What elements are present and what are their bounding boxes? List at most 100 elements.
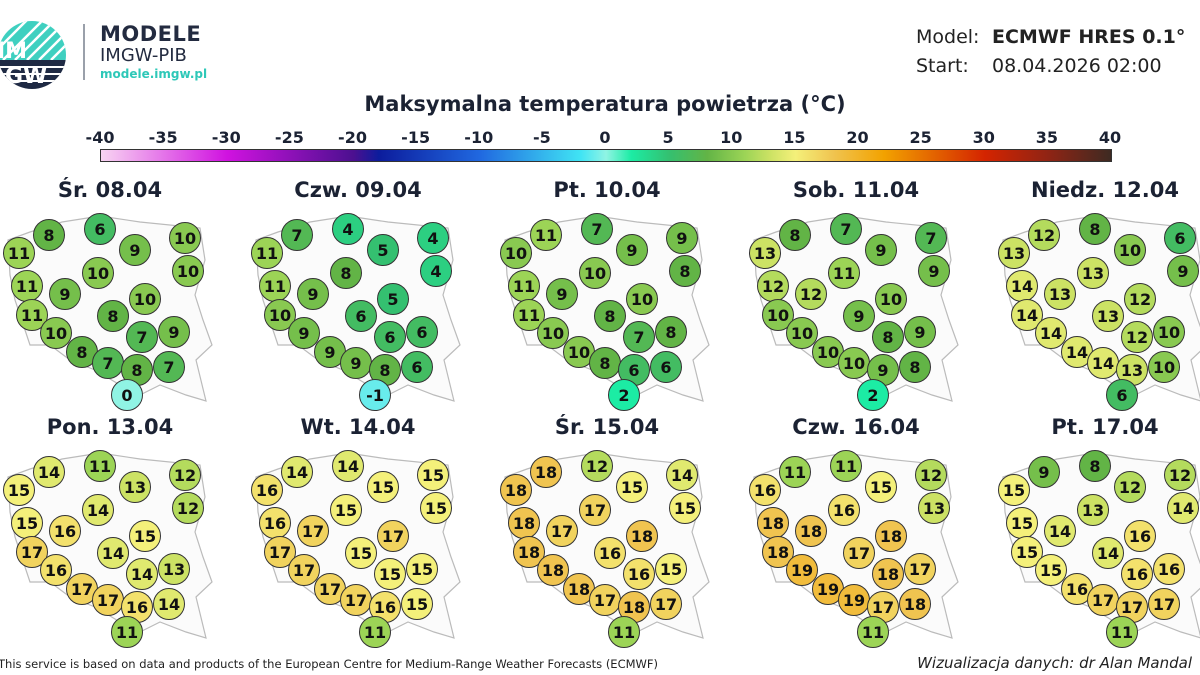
station-marker: 16: [1121, 558, 1153, 590]
station-marker: 11: [111, 616, 143, 648]
temperature-value: 15: [350, 544, 372, 563]
temperature-circle: [1114, 471, 1146, 503]
station-marker: 12: [915, 459, 947, 491]
station-marker: 17: [650, 588, 682, 620]
temperature-value: 10: [505, 244, 527, 263]
temperature-value: 17: [1153, 595, 1175, 614]
temperature-circle: [1167, 255, 1199, 287]
station-marker: 16: [259, 507, 291, 539]
temperature-value: 2: [867, 386, 878, 405]
temperature-value: 18: [880, 527, 902, 546]
temperature-value: 14: [131, 565, 153, 584]
station-marker: 16: [1061, 573, 1093, 605]
temperature-value: 16: [1129, 527, 1151, 546]
temperature-circle: [530, 219, 562, 251]
temperature-value: 13: [124, 478, 146, 497]
station-marker: 8: [33, 219, 65, 251]
temperature-circle: [1106, 616, 1138, 648]
station-marker: 15: [865, 471, 897, 503]
station-marker: 8: [594, 300, 626, 332]
temperature-value: 15: [406, 595, 428, 614]
temperature-circle: [84, 450, 116, 482]
imgw-logo: IM GW: [0, 21, 66, 89]
temperature-circle: [169, 222, 201, 254]
start-info: Start: 08.04.2026 02:00: [916, 55, 1162, 77]
day-title: Wt. 14.04: [300, 415, 416, 439]
temperature-circle: [1148, 588, 1180, 620]
temperature-value: 15: [1003, 481, 1025, 500]
station-marker: 14: [1167, 492, 1199, 524]
temperature-circle: [251, 474, 283, 506]
temperature-circle: [594, 537, 626, 569]
station-marker: 15: [374, 558, 406, 590]
station-marker: 4: [417, 222, 449, 254]
station-marker: 6: [406, 316, 438, 348]
temperature-value: 17: [584, 501, 606, 520]
temperature-value: 11: [535, 226, 557, 245]
temperature-circle: [169, 459, 201, 491]
day-title: Pon. 13.04: [46, 415, 174, 439]
temperature-value: 9: [676, 229, 687, 248]
temperature-value: 11: [513, 277, 535, 296]
temperature-circle: [1044, 515, 1076, 547]
temperature-circle: [367, 234, 399, 266]
temperature-circle: [33, 456, 65, 488]
credit: Wizualizacja danych: dr Alan Mandal: [917, 654, 1192, 672]
temperature-value: 17: [345, 591, 367, 610]
station-marker: 8: [899, 351, 931, 383]
brand-url[interactable]: modele.imgw.pl: [100, 67, 208, 81]
station-marker: 14: [1011, 299, 1043, 331]
temperature-value: 17: [594, 591, 616, 610]
station-marker: 10: [169, 222, 201, 254]
temperature-circle: [119, 471, 151, 503]
station-marker: 15: [345, 537, 377, 569]
station-marker: 15: [129, 520, 161, 552]
station-marker: 8: [655, 316, 687, 348]
temperature-value: 15: [16, 514, 38, 533]
temperature-circle: [650, 351, 682, 383]
station-marker: 18: [872, 558, 904, 590]
temperature-value: 9: [556, 285, 567, 304]
station-marker: 12: [1028, 219, 1060, 251]
temperature-value: 18: [877, 565, 899, 584]
temperature-value: 15: [660, 560, 682, 579]
temperature-circle: [374, 321, 406, 353]
station-marker: 15: [367, 471, 399, 503]
temperature-value: 5: [387, 290, 398, 309]
temperature-circle: [1077, 494, 1109, 526]
temperature-circle: [872, 558, 904, 590]
temperature-circle: [616, 234, 648, 266]
station-marker: 17: [340, 584, 372, 616]
temperature-circle: [332, 213, 364, 245]
temperature-value: 11: [89, 457, 111, 476]
station-marker: 6: [374, 321, 406, 353]
temperature-circle: [1164, 459, 1196, 491]
temperature-value: 5: [377, 241, 388, 260]
temperature-value: 12: [177, 499, 199, 518]
station-marker: 10: [264, 299, 296, 331]
temperature-value: 9: [875, 241, 886, 260]
station-marker: 14: [153, 588, 185, 620]
temperature-circle: [297, 515, 329, 547]
station-marker: 17: [297, 515, 329, 547]
temperature-value: 7: [136, 328, 147, 347]
temperature-circle: [97, 300, 129, 332]
temperature-value: 18: [568, 580, 590, 599]
temperature-circle: [1011, 299, 1043, 331]
station-marker: 12: [1164, 459, 1196, 491]
temperature-value: 12: [1033, 226, 1055, 245]
temperature-value: 17: [909, 560, 931, 579]
temperature-circle: [16, 536, 48, 568]
station-marker: 15: [11, 507, 43, 539]
colorbar-tick-label: -25: [274, 128, 304, 147]
temperature-value: 9: [1038, 463, 1049, 482]
temperature-circle: [857, 616, 889, 648]
temperature-value: 17: [71, 580, 93, 599]
temperature-circle: [513, 299, 545, 331]
temperature-circle: [417, 222, 449, 254]
station-marker: 9: [843, 300, 875, 332]
temperature-value: 17: [848, 544, 870, 563]
temperature-value: 19: [817, 580, 839, 599]
temperature-circle: [786, 554, 818, 586]
